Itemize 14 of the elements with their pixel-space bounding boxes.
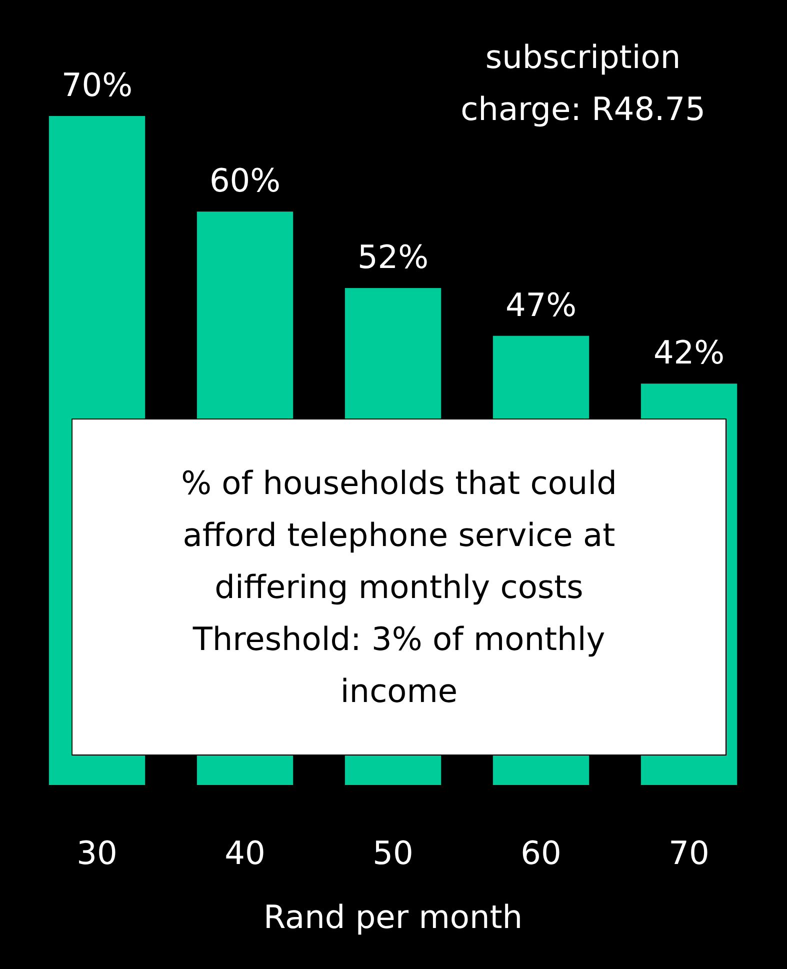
data-label: 42% (653, 334, 725, 372)
x-tick-label: 60 (520, 834, 562, 872)
data-label: 52% (357, 238, 429, 276)
data-label: 47% (505, 286, 577, 324)
x-tick-label: 70 (668, 834, 710, 872)
annotation: subscription charge: R48.75 (460, 38, 706, 128)
x-axis-title: Rand per month (263, 898, 523, 936)
data-label: 70% (61, 66, 133, 104)
x-tick-label: 50 (372, 834, 414, 872)
data-label: 60% (209, 162, 281, 200)
x-tick-label: 40 (224, 834, 266, 872)
annotation: Threshold: 3% of monthly income (192, 620, 606, 710)
x-tick-label: 30 (76, 834, 118, 872)
annotation: % of households that could afford telephone service at differing monthly costs (181, 464, 617, 606)
